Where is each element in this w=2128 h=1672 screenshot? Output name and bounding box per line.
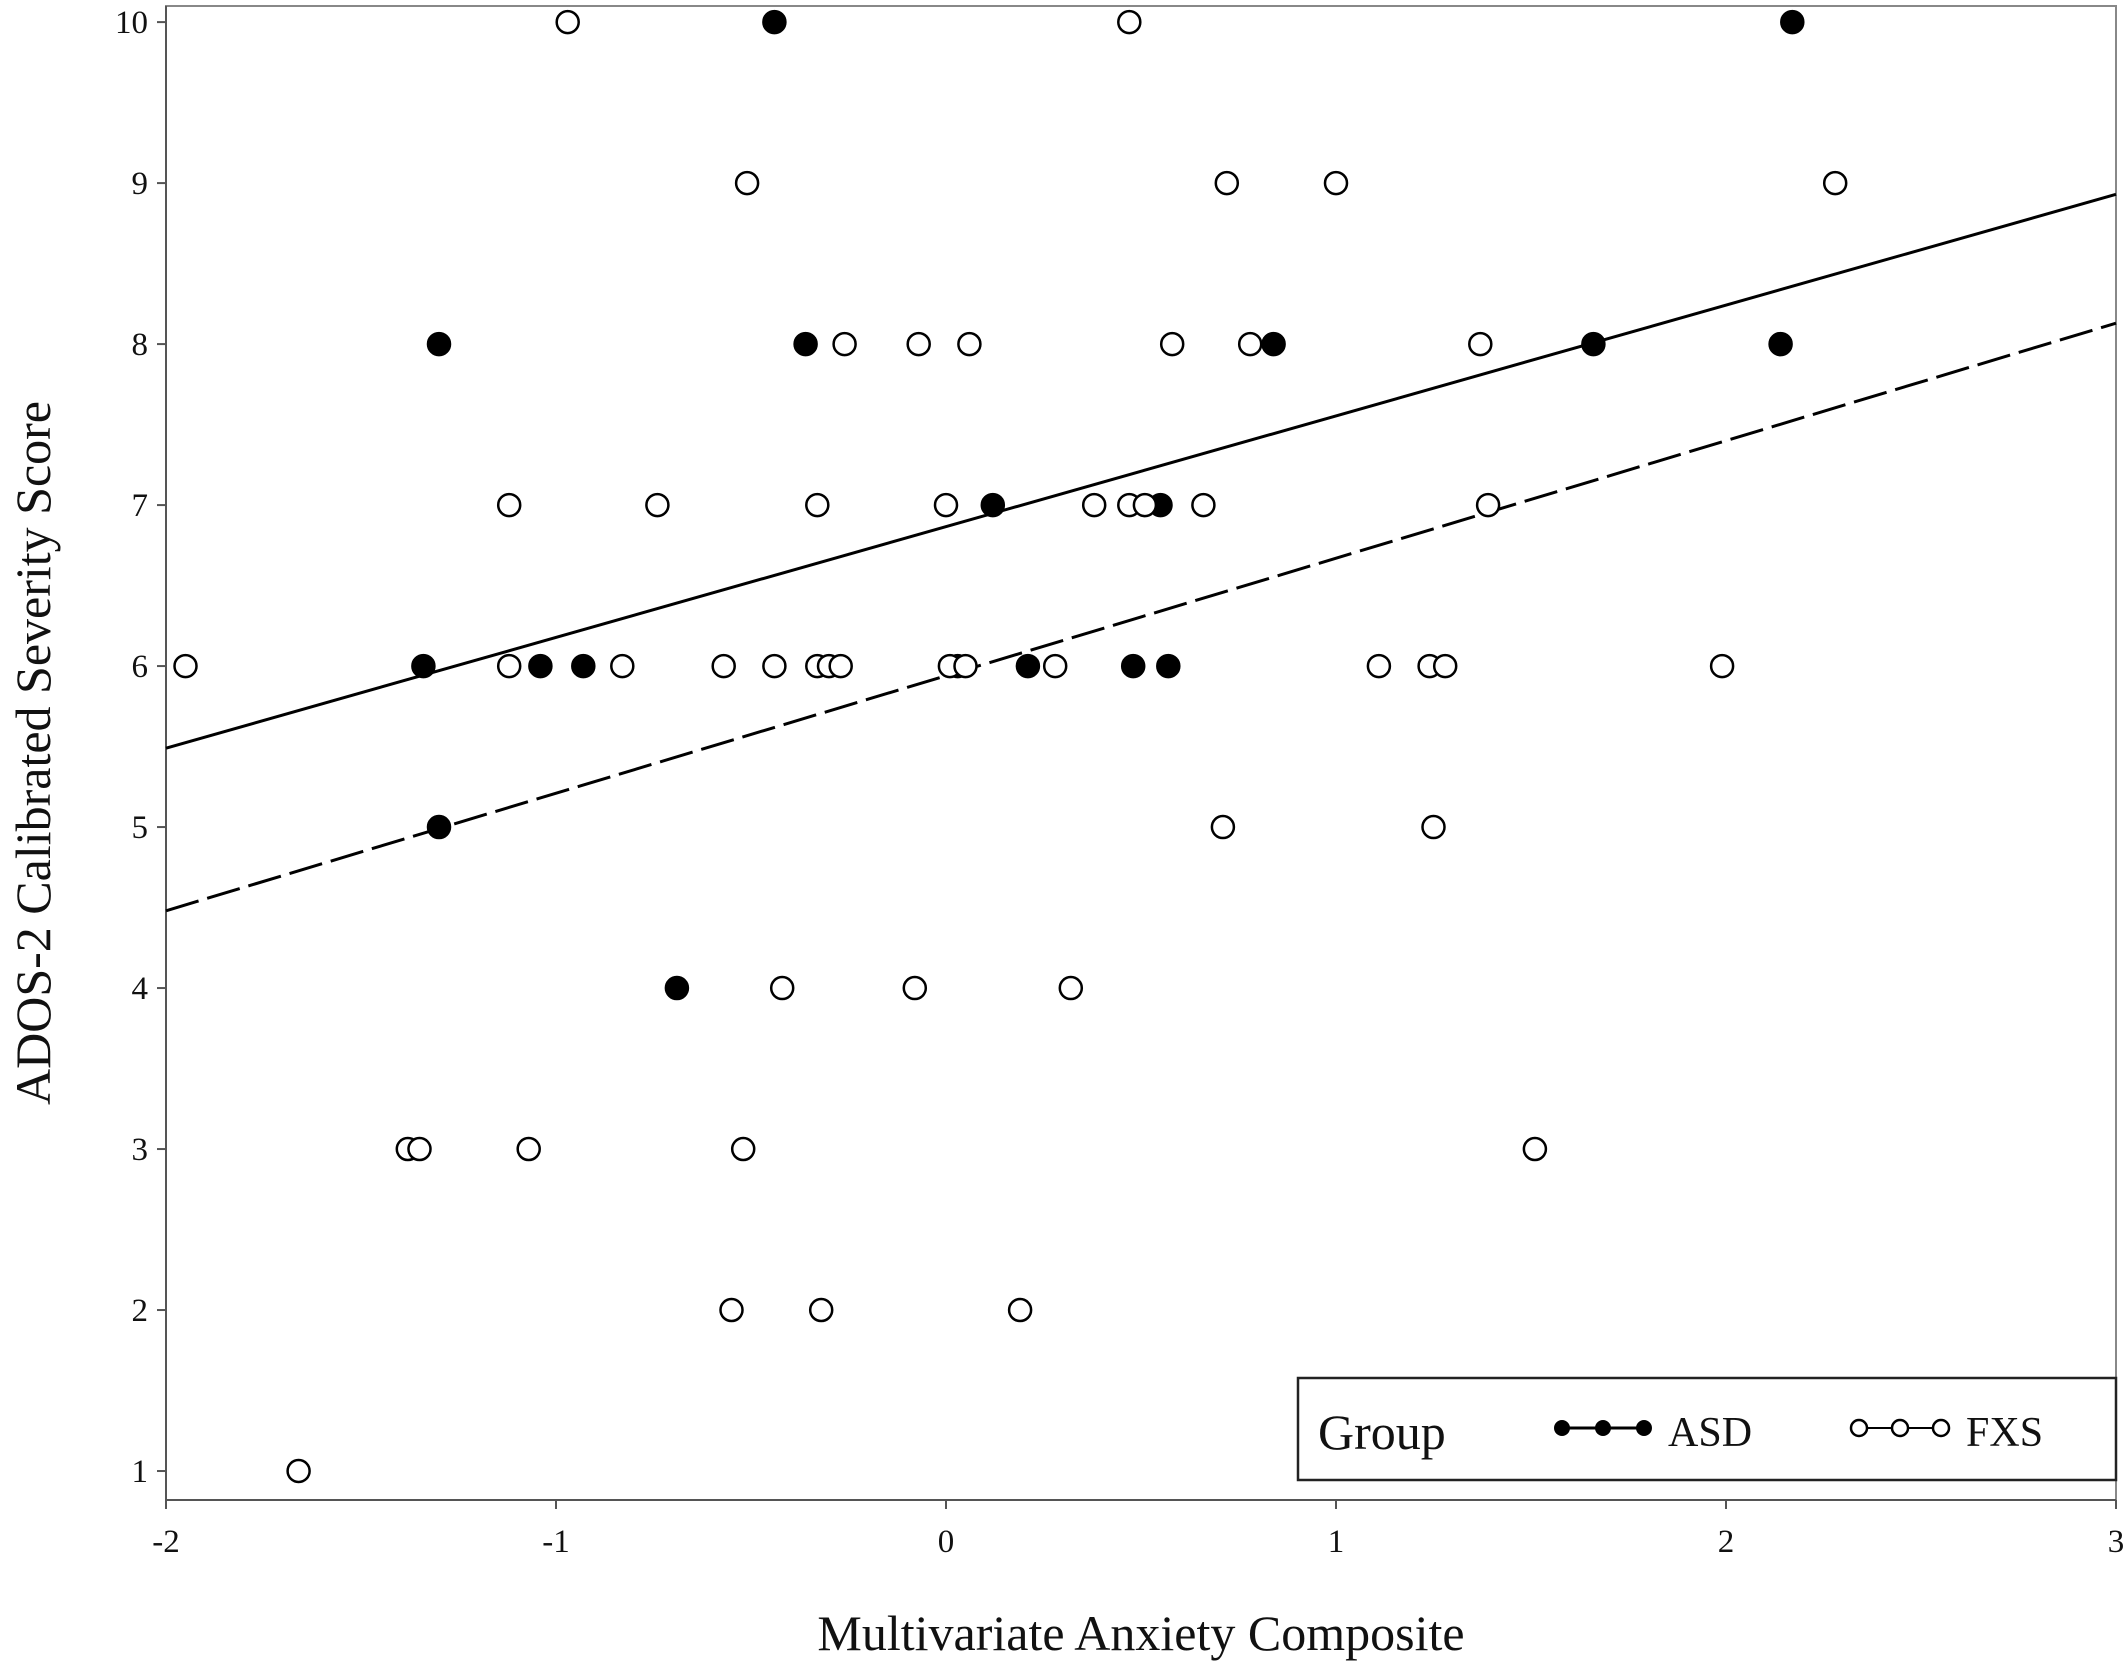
legend-label-asd: ASD [1668,1410,1752,1456]
point-fxs [828,653,853,679]
x-tick-label: -2 [152,1524,180,1560]
data-points [173,9,1848,1484]
x-axis-ticks: -2 -1 0 1 2 3 [152,1500,2124,1560]
legend: Group ASD FXS [1296,1376,2118,1482]
point-fxs [173,653,198,679]
plot-frame [165,5,2117,1501]
point-asd [426,814,452,840]
x-tick-label: 2 [1718,1524,1735,1560]
point-fxs [953,653,978,679]
point-fxs [1237,331,1263,357]
point-fxs [1210,814,1236,840]
x-tick-label: 1 [1328,1524,1345,1560]
legend-swatch-asd [1554,1420,1652,1436]
point-fxs [1132,492,1158,518]
fit-line-asd [165,192,2117,750]
point-fxs [734,170,760,196]
point-asd [1156,653,1181,679]
legend-title: Group [1318,1404,1446,1460]
point-fxs [1709,653,1735,679]
point-fxs [516,1136,541,1162]
y-tick-label: 7 [132,488,149,524]
y-axis-ticks: 1 2 3 4 5 6 7 8 9 10 [115,5,166,1490]
point-asd [528,653,553,679]
x-tick-label: 3 [2108,1524,2125,1560]
point-fxs [610,653,635,679]
point-asd [426,331,452,357]
point-asd [571,653,596,679]
point-fxs [1042,653,1068,679]
point-fxs [1007,1297,1033,1323]
point-fxs [645,492,670,518]
y-tick-label: 4 [132,971,149,1007]
point-fxs [1522,1136,1548,1162]
fit-line-fxs [165,321,2117,913]
legend-swatch-fxs [1849,1418,1951,1438]
x-tick-label: -1 [542,1524,570,1560]
point-fxs [762,653,787,679]
x-axis-title: Multivariate Anxiety Composite [817,1605,1464,1661]
point-fxs [1191,492,1216,518]
point-fxs [730,1136,756,1162]
point-fxs [902,975,928,1001]
point-asd [1261,331,1286,357]
point-fxs [1081,492,1107,518]
y-tick-label: 3 [132,1132,149,1168]
point-fxs [1822,170,1848,196]
y-tick-label: 1 [132,1454,149,1490]
point-fxs [496,653,522,679]
point-fxs [555,9,580,35]
point-fxs [711,653,736,679]
point-fxs [1468,331,1493,357]
point-fxs [1117,9,1142,35]
point-asd [793,331,818,357]
point-fxs [407,1136,432,1162]
point-fxs [286,1458,311,1484]
y-tick-label: 9 [132,166,149,202]
legend-label-fxs: FXS [1966,1410,2043,1456]
point-fxs [1366,653,1392,679]
point-asd [664,975,690,1001]
legend-box [1296,1376,2118,1482]
y-tick-label: 2 [132,1293,149,1329]
point-fxs [808,1297,834,1323]
point-asd [980,492,1006,518]
point-fxs [957,331,982,357]
y-tick-label: 10 [115,5,148,41]
point-fxs [933,492,959,518]
regression-lines [165,192,2117,913]
x-tick-label: 0 [938,1524,955,1560]
y-tick-label: 5 [132,810,149,846]
point-asd [411,653,436,679]
point-fxs [719,1297,744,1323]
point-fxs [1475,492,1501,518]
point-asd [1768,331,1793,357]
point-asd [1780,9,1805,35]
y-axis-title: ADOS-2 Calibrated Severity Score [5,401,61,1105]
point-asd [1120,653,1146,679]
point-fxs [496,492,522,518]
point-fxs [805,492,830,518]
point-fxs [1159,331,1185,357]
point-asd [1581,331,1606,357]
point-fxs [1323,170,1349,196]
point-fxs [1432,653,1458,679]
y-tick-label: 8 [132,327,149,363]
point-fxs [906,331,931,357]
point-fxs [769,975,795,1001]
point-fxs [1214,170,1240,196]
point-fxs [1421,814,1446,840]
point-asd [762,9,787,35]
point-fxs [832,331,857,357]
y-tick-label: 6 [132,649,149,685]
point-asd [1015,653,1041,679]
point-fxs [1058,975,1084,1001]
